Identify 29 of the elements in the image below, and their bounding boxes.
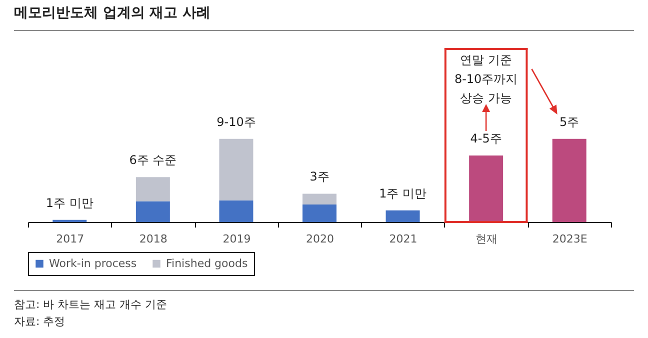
- chart-title: 메모리반도체 업계의 재고 사례: [14, 4, 211, 22]
- x-tick-label: 현재: [476, 232, 498, 246]
- x-tick-label: 2018: [139, 232, 168, 246]
- annotation: 3주: [310, 170, 330, 184]
- annotation: 4-5주: [470, 131, 502, 146]
- annotation: 6주 수준: [129, 153, 177, 168]
- annotation: 5주: [560, 114, 580, 129]
- x-tick-label: 2020: [306, 232, 334, 246]
- bar: [386, 210, 420, 222]
- bar: [302, 204, 336, 222]
- bar: [469, 155, 504, 222]
- legend-label: Work-in process: [49, 256, 137, 270]
- x-tick-label: 2021: [389, 232, 418, 246]
- bar: [552, 138, 586, 222]
- bar: [136, 201, 170, 222]
- x-tick-label: 2019: [222, 232, 251, 246]
- annotation: 9-10주: [216, 114, 256, 129]
- bar: [219, 138, 254, 200]
- legend-label: Finished goods: [166, 256, 248, 270]
- annotation: 1주 미만: [46, 196, 94, 210]
- text: 연말 기준 8-10주까지 상승 가능: [454, 53, 518, 105]
- x-tick-label: 2023E: [552, 232, 588, 246]
- x-tick-label: 2017: [56, 232, 84, 246]
- text: 자료: 추정: [14, 314, 66, 330]
- annotation: 1주 미만: [379, 186, 427, 200]
- text: 참고: 바 차트는 재고 개수 기준: [14, 297, 168, 313]
- bar: [302, 194, 336, 205]
- bar: [136, 177, 170, 202]
- bar: [219, 200, 254, 222]
